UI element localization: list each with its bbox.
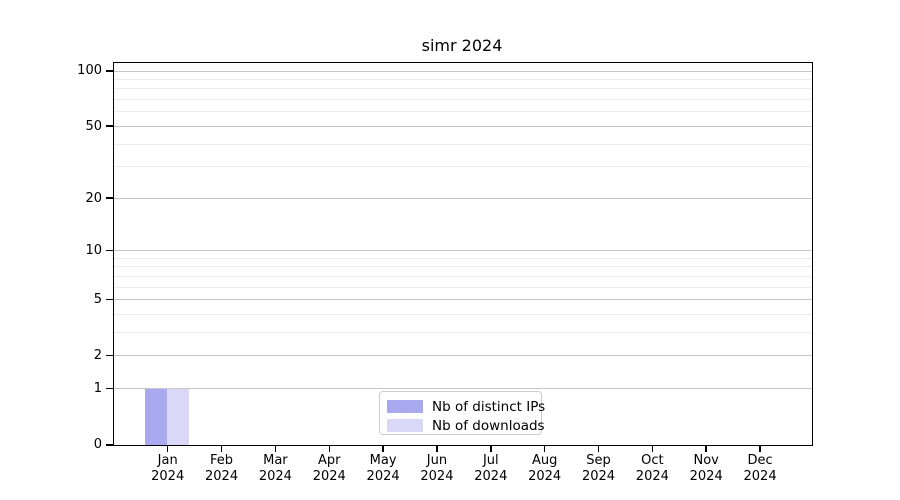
- legend-item-distinct-ips: Nb of distinct IPs: [387, 397, 545, 416]
- x-tick-year: 2024: [528, 469, 562, 484]
- legend-label-distinct-ips: Nb of distinct IPs: [432, 398, 546, 415]
- x-axis-tick: [597, 445, 600, 452]
- gridline-minor: [114, 88, 812, 90]
- x-axis-tick: [274, 445, 277, 452]
- x-axis-tick-label: Mar 2024: [248, 453, 302, 485]
- y-axis-tick: [106, 444, 113, 446]
- y-axis-tick: [106, 70, 113, 72]
- x-tick-year: 2024: [474, 469, 508, 484]
- x-tick-month: Jun: [426, 453, 448, 468]
- gridline-major: [114, 355, 812, 357]
- x-tick-month: May: [369, 453, 397, 468]
- y-axis-tick-label: 0: [93, 437, 102, 453]
- x-tick-year: 2024: [258, 469, 292, 484]
- gridline-minor: [114, 275, 812, 277]
- gridline-major: [114, 70, 812, 72]
- x-axis-tick-label: Feb 2024: [195, 453, 249, 485]
- x-tick-year: 2024: [312, 469, 346, 484]
- plot-area: Nb of distinct IPs Nb of downloads: [113, 62, 813, 446]
- y-axis-tick-label: 2: [93, 348, 102, 364]
- legend-item-downloads: Nb of downloads: [387, 416, 545, 435]
- y-axis-tick-label: 100: [77, 63, 102, 79]
- x-axis-tick-label: May 2024: [356, 453, 410, 485]
- gridline-minor: [114, 286, 812, 288]
- x-axis-tick-label: Jan 2024: [141, 453, 195, 485]
- x-tick-month: Apr: [318, 453, 341, 468]
- legend-swatch-downloads: [387, 419, 423, 432]
- x-axis-tick-label: Jun 2024: [410, 453, 464, 485]
- gridline-minor: [114, 257, 812, 259]
- x-tick-year: 2024: [366, 469, 400, 484]
- y-axis-tick: [106, 125, 113, 127]
- y-axis-tick-label: 10: [85, 242, 102, 258]
- y-axis-tick-label: 1: [93, 381, 102, 397]
- x-tick-year: 2024: [205, 469, 239, 484]
- x-tick-year: 2024: [420, 469, 454, 484]
- x-axis-tick: [759, 445, 761, 452]
- y-axis-tick: [106, 387, 113, 390]
- y-axis-tick-label: 20: [85, 190, 102, 206]
- x-axis-tick: [328, 445, 330, 452]
- x-tick-month: Aug: [531, 453, 558, 468]
- x-axis-tick-label: Aug 2024: [518, 453, 572, 485]
- x-tick-month: Jul: [482, 453, 499, 468]
- x-axis-tick: [436, 445, 438, 452]
- gridline-minor: [114, 166, 812, 168]
- x-axis-tick-label: Oct 2024: [625, 453, 679, 485]
- x-tick-month: Feb: [210, 453, 234, 468]
- x-axis-tick-label: Nov 2024: [679, 453, 733, 485]
- gridline-minor: [114, 78, 812, 80]
- x-tick-year: 2024: [743, 469, 777, 484]
- y-axis-tick: [106, 298, 113, 301]
- legend: Nb of distinct IPs Nb of downloads: [379, 391, 545, 435]
- gridline-major: [114, 125, 812, 127]
- legend-swatch-distinct-ips: [387, 400, 423, 413]
- x-tick-month: Dec: [747, 453, 773, 468]
- bar-distinct-ips: [144, 388, 167, 445]
- gridline-minor: [114, 332, 812, 334]
- gridline-major: [114, 197, 812, 199]
- y-axis-tick-label: 5: [93, 292, 102, 308]
- x-axis-tick-label: Jul 2024: [464, 453, 518, 485]
- x-tick-month: Sep: [586, 453, 611, 468]
- y-axis-tick: [106, 249, 113, 252]
- x-tick-month: Nov: [693, 453, 719, 468]
- x-axis-tick: [382, 445, 384, 452]
- gridline-major: [114, 299, 812, 301]
- x-axis-tick: [705, 445, 707, 452]
- bar-downloads: [166, 388, 189, 445]
- x-tick-year: 2024: [689, 469, 723, 484]
- gridline-major: [114, 388, 812, 390]
- x-axis-tick: [490, 445, 492, 452]
- x-axis-tick-label: Dec 2024: [733, 453, 787, 485]
- x-tick-year: 2024: [151, 469, 185, 484]
- x-tick-month: Jan: [157, 453, 178, 468]
- x-axis-tick: [220, 445, 223, 452]
- gridline-minor: [114, 111, 812, 113]
- gridline-major: [114, 250, 812, 252]
- gridline-minor: [114, 143, 812, 145]
- x-axis-tick: [543, 445, 546, 452]
- x-axis-tick-label: Sep 2024: [572, 453, 626, 485]
- x-tick-year: 2024: [635, 469, 669, 484]
- x-tick-month: Mar: [263, 453, 288, 468]
- gridline-minor: [114, 99, 812, 101]
- gridline-minor: [114, 314, 812, 316]
- y-axis-tick-label: 50: [85, 118, 102, 134]
- chart-title: simr 2024: [421, 36, 503, 55]
- y-axis-tick: [106, 354, 113, 357]
- x-axis-tick: [166, 445, 169, 452]
- x-tick-year: 2024: [581, 469, 616, 484]
- legend-label-downloads: Nb of downloads: [432, 417, 545, 434]
- x-tick-month: Oct: [641, 453, 664, 468]
- x-axis-tick: [651, 445, 654, 452]
- gridline-minor: [114, 266, 812, 268]
- x-axis-tick-label: Apr 2024: [302, 453, 356, 485]
- y-axis-tick: [106, 197, 113, 199]
